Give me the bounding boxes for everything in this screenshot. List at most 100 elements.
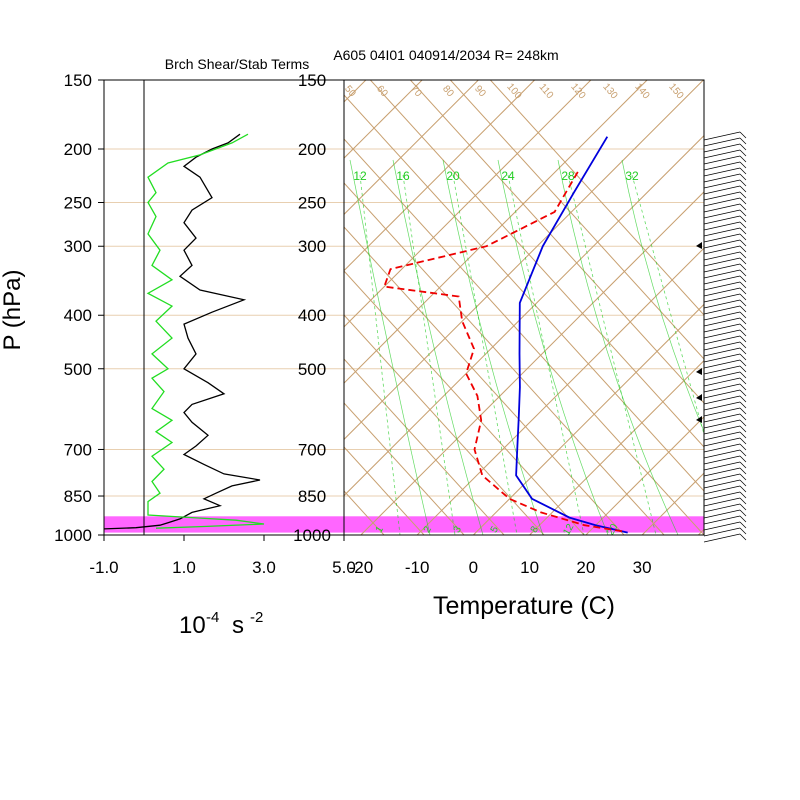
wind-barb-feather — [739, 287, 747, 295]
left-y-tick-labels: 150 200 250 300 400 500 700 850 1000 — [54, 71, 104, 545]
dry-adiabat — [344, 226, 625, 535]
wind-barb-feather — [739, 209, 747, 217]
right-x-tick-labels: -20 -10 0 10 20 30 — [349, 558, 652, 577]
wind-barb — [703, 479, 741, 489]
isotherm — [473, 303, 704, 535]
wind-barb-feather — [739, 521, 747, 529]
right-x-axis-label: Temperature (C) — [433, 592, 615, 620]
wind-barb — [703, 263, 741, 273]
wind-barb — [703, 401, 741, 411]
isotherm — [344, 80, 648, 384]
wind-barb-feather — [739, 197, 747, 205]
wind-barb-feather — [739, 131, 747, 139]
right-y-tick-label: 250 — [298, 194, 326, 213]
wind-barb-feather — [739, 389, 747, 397]
temperature-line — [515, 136, 628, 534]
wind-barb — [703, 269, 741, 279]
dry-adiabat — [344, 314, 545, 535]
right-x-tick-label: 10 — [520, 558, 539, 577]
isotherm-label: 120 — [568, 81, 587, 101]
isotherm — [585, 416, 704, 535]
dry-adiabat — [409, 80, 704, 404]
isotherm — [344, 80, 423, 159]
wind-barb — [703, 407, 741, 417]
wind-barb-feather — [739, 455, 747, 463]
wind-barb — [703, 149, 741, 159]
dry-adiabat — [344, 402, 465, 535]
isotherm — [360, 191, 704, 535]
isotherm-label: 140 — [632, 81, 651, 101]
wind-barb — [703, 131, 741, 141]
wind-barb-feather — [739, 299, 747, 307]
wind-barb-feather — [739, 359, 747, 367]
wind-barb — [703, 155, 741, 165]
isotherm-label: 130 — [600, 81, 619, 101]
wind-barb-feather — [739, 485, 747, 493]
mixing-ratio-line — [567, 174, 657, 535]
wind-barb — [703, 233, 741, 243]
wind-barb-feather — [739, 143, 747, 151]
left-series-lines — [103, 133, 265, 530]
wind-barb-feather — [739, 467, 747, 475]
wind-barb — [703, 137, 741, 147]
left-x-axis-label: 10 -4 s -2 — [179, 609, 263, 639]
wind-barb — [703, 215, 741, 225]
moist-adiabat — [442, 159, 544, 535]
right-y-tick-label: 300 — [298, 237, 326, 256]
stability-term-line — [146, 133, 265, 529]
wind-barb-feather — [739, 533, 747, 541]
wind-barb-feather — [739, 173, 747, 181]
wind-barb — [703, 179, 741, 189]
wind-barb-feather — [739, 491, 747, 499]
wind-barb — [703, 437, 741, 447]
wind-barb-feather — [739, 167, 747, 175]
wind-barb — [703, 389, 741, 399]
isotherm — [698, 528, 704, 535]
wind-barb-feather — [739, 365, 747, 373]
wind-barb-feather — [739, 269, 747, 277]
left-x-tick-label: 3.0 — [252, 558, 276, 577]
wind-barb-feather — [739, 419, 747, 427]
wind-barb — [703, 431, 741, 441]
left-xlabel-unit: s — [232, 612, 244, 639]
dry-adiabat — [369, 80, 704, 448]
wind-barb — [703, 323, 741, 333]
right-y-tick-label: 1000 — [293, 526, 331, 545]
wind-barb — [703, 491, 741, 501]
wind-barb-feather — [739, 155, 747, 163]
wind-barb-feather — [739, 245, 747, 253]
moist-adiabat — [497, 159, 609, 535]
wind-barb — [703, 275, 741, 285]
isotherm — [344, 80, 479, 216]
wind-barb — [703, 311, 741, 321]
wind-barb — [703, 227, 741, 237]
mixing-ratio-label: 20 — [446, 169, 460, 183]
highlight-band — [104, 516, 704, 533]
right-plot-frame — [343, 79, 705, 536]
isotherm — [344, 80, 592, 328]
wind-barb-feather — [739, 515, 747, 523]
isotherm-label: 60 — [374, 84, 390, 100]
left-y-tick-label: 250 — [64, 194, 92, 213]
left-y-tick-label: 700 — [64, 440, 92, 459]
mixing-ratio-label: 32 — [625, 169, 639, 183]
wind-barb-feather — [739, 431, 747, 439]
right-x-tick-label: 30 — [633, 558, 652, 577]
wind-barb-feather — [739, 497, 747, 505]
y-axis-label: P (hPa) — [0, 270, 26, 351]
isotherm-label: 150 — [666, 81, 685, 101]
wind-barb — [703, 209, 741, 219]
isotherm — [416, 247, 704, 535]
isotherm — [0, 80, 310, 535]
wind-barb — [703, 449, 741, 459]
wind-barb-feather — [739, 383, 747, 391]
wind-barb-feather — [739, 311, 747, 319]
wind-barb — [703, 461, 741, 471]
right-x-tick-label: -10 — [405, 558, 430, 577]
wind-barb — [703, 185, 741, 195]
right-y-tick-label: 200 — [298, 140, 326, 159]
wind-barb-feather — [739, 395, 747, 403]
wind-barb-feather — [739, 413, 747, 421]
wind-barb — [703, 257, 741, 267]
